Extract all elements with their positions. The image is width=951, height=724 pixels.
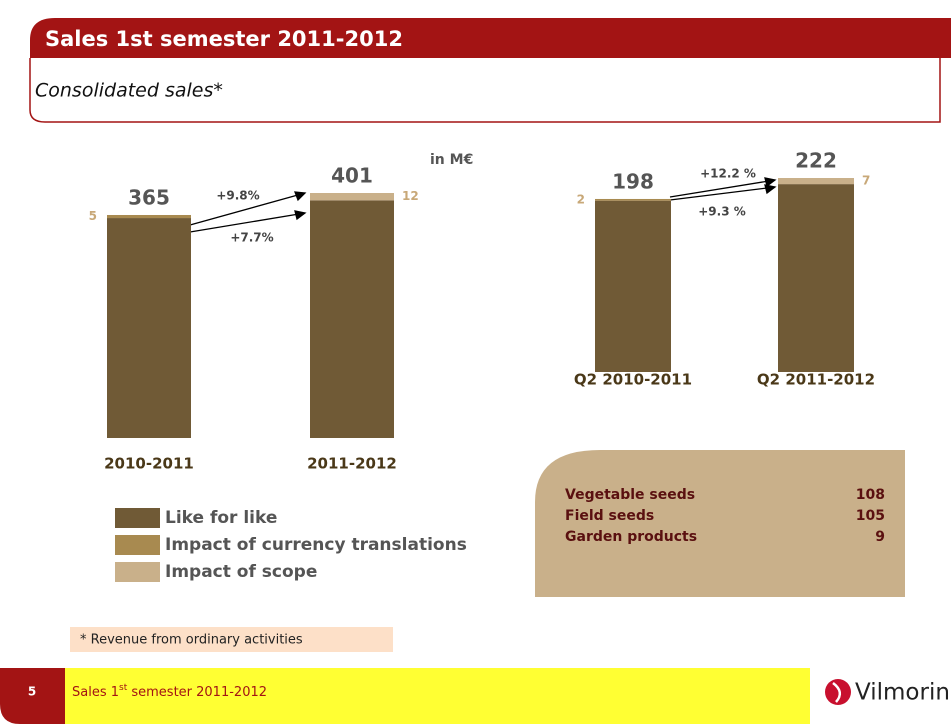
legend-swatch [115, 535, 160, 555]
total-label: 401 [331, 164, 373, 188]
growth-labels: +9.8% +7.7% +12.2 % +9.3 % [216, 167, 756, 245]
growth-label: +9.8% [216, 189, 259, 203]
total-label: 365 [128, 185, 170, 209]
logo-icon [825, 679, 851, 705]
title: Sales 1st semester 2011-2012 [45, 27, 403, 51]
legend-swatch [115, 508, 160, 528]
subtitle: Consolidated sales* [35, 80, 223, 102]
category-label: Q2 2011-2012 [757, 371, 875, 389]
arrow-head [294, 210, 307, 221]
arrow-head [764, 184, 777, 195]
bar-segment [107, 218, 191, 438]
bar-segment [778, 184, 854, 372]
page-box [0, 668, 65, 724]
footer-text-part: semester 2011-2012 [127, 685, 267, 700]
arrow [189, 212, 306, 233]
arrow [189, 192, 306, 226]
category-label: Q2 2010-2011 [574, 371, 692, 389]
logo-text: Vilmorin [855, 680, 950, 706]
category-label: 2011-2012 [307, 455, 397, 473]
table: Vegetable seeds 108 Field seeds 105 Garden p… [565, 487, 885, 545]
category-label: 2010-2011 [104, 455, 194, 473]
bar-segment [310, 200, 394, 438]
table-cell: 108 [856, 487, 885, 503]
table-cell: Vegetable seeds [565, 487, 695, 503]
legend-label: Impact of currency translations [165, 535, 467, 555]
legend: Like for like Impact of currency translat… [115, 508, 467, 582]
table-cell: Field seeds [565, 508, 654, 524]
footer-superscript: st [119, 683, 128, 693]
logo: Vilmorin [825, 679, 950, 706]
page-number: 5 [28, 685, 36, 699]
table-cell: 105 [856, 508, 885, 524]
total-label: 222 [795, 149, 837, 173]
legend-swatch [115, 562, 160, 582]
arrows [189, 177, 777, 233]
bar-segment [595, 200, 671, 372]
segment-label: 5 [89, 209, 97, 223]
segment-label: 12 [402, 189, 419, 203]
footer-bar [110, 668, 810, 724]
growth-label: +7.7% [230, 231, 273, 245]
segment-label: 2 [577, 192, 585, 206]
bar-segment [778, 178, 854, 185]
footnote-box [70, 627, 393, 652]
growth-label: +9.3 % [698, 205, 746, 219]
header-bar [30, 18, 951, 58]
arrow [669, 179, 776, 198]
table-cell: 9 [875, 529, 885, 545]
bar-segment [310, 193, 394, 201]
growth-label: +12.2 % [700, 167, 756, 181]
logo-leaf [832, 682, 842, 703]
arrow [669, 186, 776, 201]
table-box [535, 450, 905, 597]
arrow-head [764, 177, 777, 188]
legend-label: Like for like [165, 508, 277, 528]
footnote: * Revenue from ordinary activities [80, 633, 303, 648]
subtitle-frame [29, 58, 941, 123]
bar-segment [595, 198, 671, 201]
table-cell: Garden products [565, 529, 697, 545]
footer-bar-left [65, 668, 110, 724]
bar-segment [107, 214, 191, 219]
legend-label: Impact of scope [165, 562, 317, 582]
footer-text: Sales 1st semester 2011-2012 [72, 683, 267, 700]
segment-label: 7 [862, 174, 870, 188]
arrow-head [294, 191, 307, 202]
footer-text-part: Sales 1 [72, 685, 119, 700]
total-label: 198 [612, 169, 654, 193]
unit-label: in M€ [430, 152, 473, 168]
